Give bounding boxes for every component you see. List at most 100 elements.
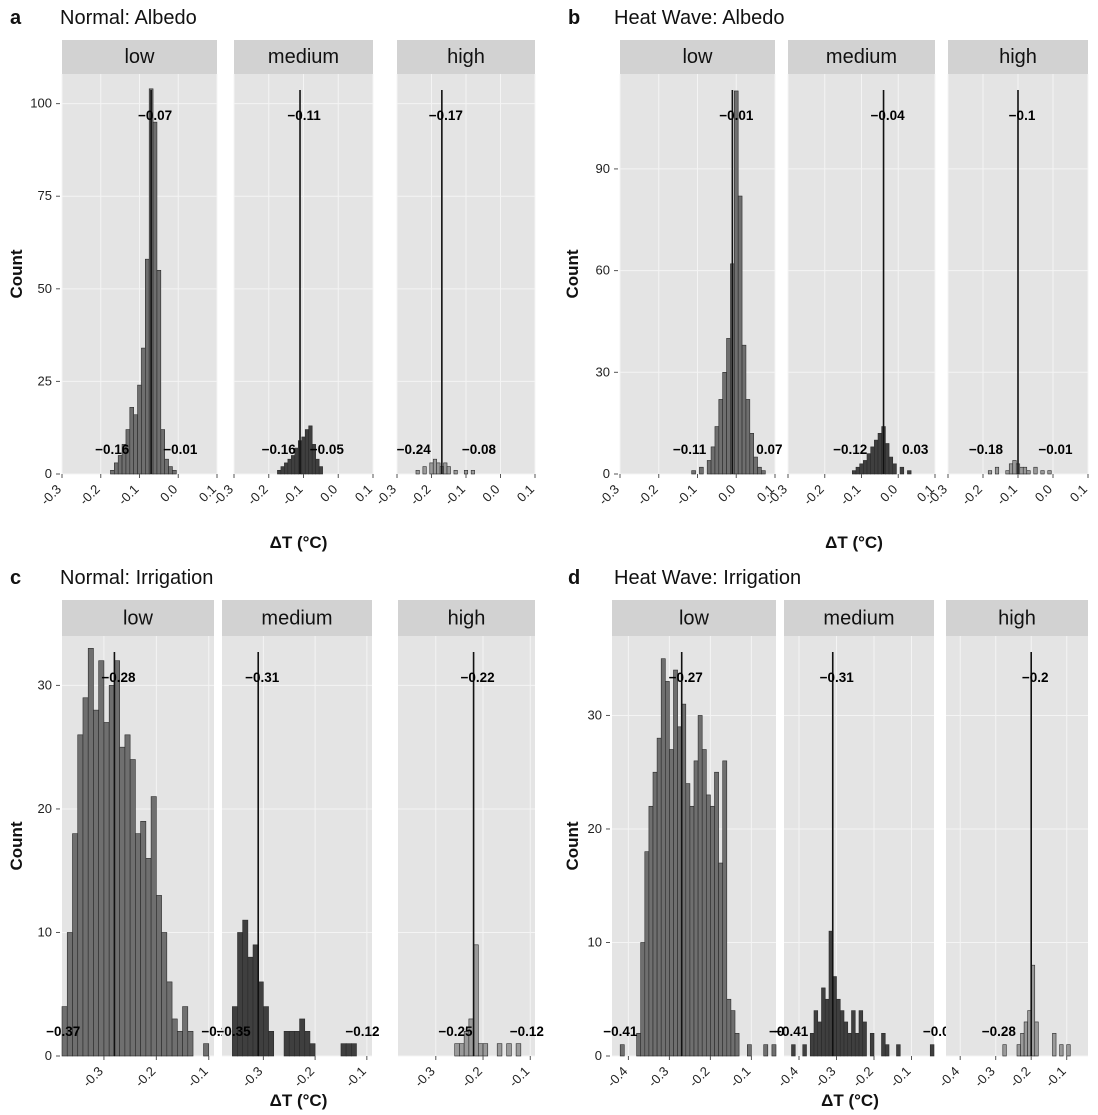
facet-strip <box>222 600 372 636</box>
histogram-bar <box>741 344 747 475</box>
histogram-bar <box>813 1010 819 1057</box>
histogram-bar <box>656 737 662 1057</box>
facet-strip <box>234 40 373 74</box>
x-axis-label: ΔT (°C) <box>821 1091 879 1110</box>
min-label: −0.41 <box>774 1024 809 1039</box>
histogram-bar <box>673 669 678 1057</box>
facet-strip <box>62 600 214 636</box>
x-tick-label: 0.1 <box>352 482 375 505</box>
histogram-bar <box>1047 470 1052 475</box>
facet-strip-label: low <box>679 607 710 629</box>
histogram-bar <box>161 932 168 1057</box>
facet-plot-area <box>398 636 535 1056</box>
y-tick-label: 20 <box>38 801 52 816</box>
histogram-bar <box>160 429 165 475</box>
histogram-bar <box>1052 1032 1057 1057</box>
histogram-bar <box>478 1043 484 1057</box>
histogram-bar <box>156 895 162 1057</box>
min-label: −0.12 <box>833 442 867 457</box>
histogram-bar <box>1040 470 1045 475</box>
histogram-bar <box>907 470 912 475</box>
histogram-bar <box>443 462 448 475</box>
histogram-bar <box>854 1032 860 1057</box>
histogram-bar <box>1005 470 1010 475</box>
median-label: −0.17 <box>429 108 463 123</box>
histogram-bar <box>753 456 758 475</box>
histogram-bar <box>182 1006 189 1057</box>
histogram-bar <box>124 734 131 1057</box>
histogram-bar <box>304 1030 311 1057</box>
max-label: −0.1 <box>201 1024 228 1039</box>
facet-medium: medium−0.31−0.41 −0.04-0.4 -0.3 -0.2 -0.1 <box>774 600 958 1090</box>
x-tick-label: -0.3 <box>373 482 399 508</box>
facet-strip-label: medium <box>268 46 339 68</box>
x-tick-label: -0.1 <box>442 482 468 508</box>
histogram-bar <box>1012 460 1017 475</box>
x-tick-label: -0.1 <box>673 482 699 508</box>
y-tick-label: 0 <box>45 1048 52 1063</box>
histogram-bar <box>137 384 142 475</box>
histogram-bar <box>706 794 711 1057</box>
facet-strip <box>948 40 1088 74</box>
histogram-bar <box>1016 1044 1021 1057</box>
histogram-bar <box>129 759 136 1057</box>
panel-c: c Normal: Irrigation Count 0 10 20 30 ΔT (°C) lo… <box>7 567 544 1110</box>
x-tick-label: -0.2 <box>686 1064 712 1090</box>
x-tick-label: -0.2 <box>132 1064 158 1090</box>
x-tick-label: -0.1 <box>342 1064 368 1090</box>
histogram-bar <box>644 851 650 1057</box>
x-tick-label: -0.1 <box>115 482 141 508</box>
histogram-bar <box>422 466 427 475</box>
histogram-bar <box>859 463 864 475</box>
x-tick-label: -0.1 <box>184 1064 210 1090</box>
y-tick-label: 10 <box>38 924 52 939</box>
y-tick-label: 30 <box>596 364 610 379</box>
x-tick-label: -0.3 <box>971 1064 997 1090</box>
histogram-bar <box>734 1032 740 1057</box>
facet-strip-label: low <box>124 46 155 68</box>
histogram-bar <box>150 796 157 1057</box>
max-label: −0.05 <box>310 442 345 457</box>
histogram-bar <box>318 466 323 475</box>
x-tick-label: -0.2 <box>1007 1064 1033 1090</box>
y-tick-label: 90 <box>596 161 610 176</box>
histogram-bar <box>1020 1032 1025 1057</box>
histogram-bar <box>874 439 879 475</box>
histogram-bar <box>714 771 719 1057</box>
histogram-bar <box>726 998 732 1057</box>
facet-strip <box>788 40 935 74</box>
facet-strip-label: low <box>682 46 713 68</box>
histogram-bar <box>757 466 762 475</box>
panel-title: Heat Wave: Irrigation <box>614 567 801 589</box>
facet-strip <box>946 600 1088 636</box>
histogram-bar <box>135 833 141 1057</box>
histogram-bar <box>72 833 79 1057</box>
histogram-bar <box>429 462 434 475</box>
x-tick-label: -0.2 <box>850 1064 876 1090</box>
x-tick-label: 0.1 <box>514 482 537 505</box>
y-tick-label: 10 <box>588 934 602 949</box>
histogram-bar <box>669 749 674 1057</box>
histogram-bar <box>496 1043 503 1057</box>
x-tick-label: -0.1 <box>887 1064 913 1090</box>
histogram-bar <box>482 1043 489 1057</box>
histogram-bar <box>309 1043 316 1057</box>
panel-title: Normal: Albedo <box>60 7 197 29</box>
y-axis-label: Count <box>7 821 26 870</box>
histogram-bar <box>791 1044 796 1057</box>
max-label: −0.12 <box>510 1024 544 1039</box>
x-tick-label: -0.1 <box>837 482 863 508</box>
histogram-bar <box>697 715 703 1057</box>
histogram-bar <box>706 460 712 475</box>
histogram-bar <box>294 1030 300 1057</box>
x-tick-label: 0.0 <box>877 482 900 505</box>
histogram-bar <box>761 470 766 475</box>
median-label: −0.28 <box>101 670 136 685</box>
histogram-bar <box>93 709 99 1057</box>
histogram-bar <box>415 469 420 475</box>
histogram-bar <box>1066 1044 1071 1057</box>
x-tick-label: -0.3 <box>80 1064 106 1090</box>
panel-d: d Heat Wave: Irrigation Count 0 10 20 30 ΔT (°C… <box>563 567 1088 1110</box>
x-tick-label: -0.2 <box>459 1064 485 1090</box>
median-label: −0.31 <box>820 670 855 685</box>
